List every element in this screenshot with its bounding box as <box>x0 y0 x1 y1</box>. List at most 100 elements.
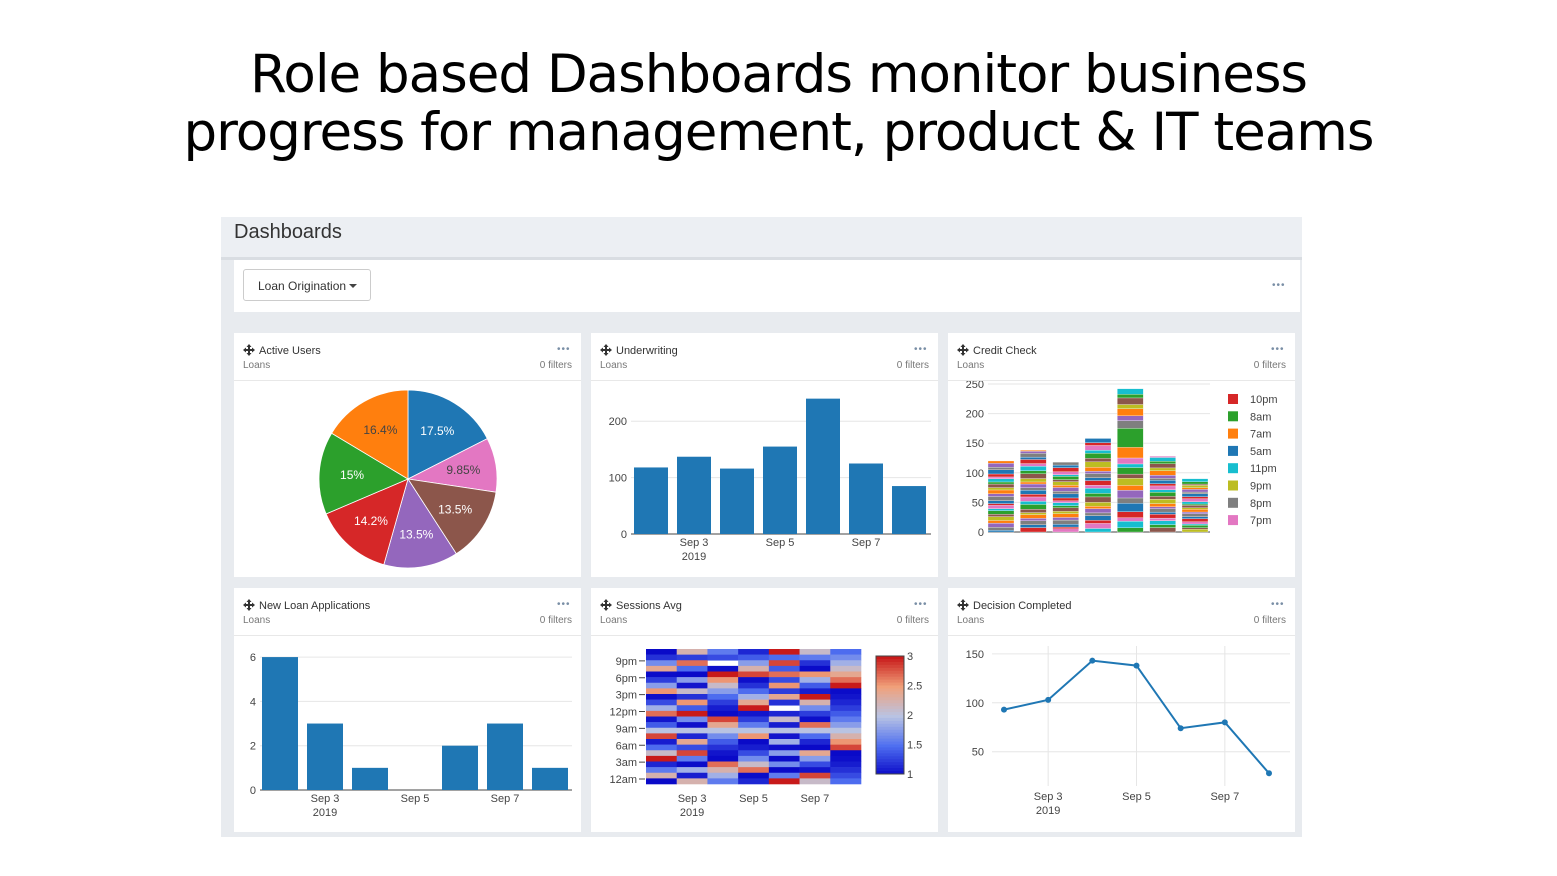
y-tick-label: 100 <box>609 473 627 485</box>
heatmap-cell <box>738 722 770 729</box>
panel-filters[interactable]: 0 filters <box>896 615 929 626</box>
colorbar-band <box>876 658 904 663</box>
panel-header: Active Users Loans 0 filters ••• <box>234 333 581 381</box>
colorbar-band <box>876 715 904 719</box>
line-chart: 50 100 150 Sep 3 2019 Sep 5 Sep 7 <box>966 646 1290 817</box>
heatmap-cell <box>707 677 739 684</box>
stacked-bar-segment <box>1020 456 1047 460</box>
heatmap-cell <box>768 761 800 768</box>
heatmap-cell <box>830 722 862 729</box>
panel-filters[interactable]: 0 filters <box>896 360 929 371</box>
stacked-bar-segment <box>1117 511 1144 518</box>
stacked-bar-segment <box>1020 512 1047 515</box>
heatmap-cell <box>830 739 862 745</box>
colorbar-band <box>876 726 904 731</box>
stacked-bar-segment <box>987 478 1015 483</box>
heatmap-cell <box>707 755 739 762</box>
move-icon[interactable] <box>600 344 612 356</box>
heatmap-cell <box>768 699 800 706</box>
move-icon[interactable] <box>957 599 969 611</box>
stacked-bar-segment <box>1149 496 1176 500</box>
stacked-bar-segment <box>1020 483 1047 488</box>
stacked-bar-segment <box>987 483 1015 488</box>
colorbar-band <box>876 771 904 775</box>
heatmap-cell <box>646 682 678 689</box>
more-horizontal-icon[interactable]: ••• <box>1271 599 1285 610</box>
stacked-bar-segment <box>1084 461 1112 468</box>
pie-slice <box>318 432 409 515</box>
move-icon[interactable] <box>600 599 612 611</box>
stacked-bar-segment <box>1052 513 1079 518</box>
panel-filters[interactable]: 0 filters <box>539 615 572 626</box>
stacked-bar-segment <box>1052 505 1079 508</box>
pie-slice-label: 13.5% <box>399 527 433 541</box>
more-horizontal-icon[interactable]: ••• <box>557 344 571 355</box>
stacked-bar-segment <box>1084 508 1112 514</box>
stacked-bar-segment <box>1117 503 1144 512</box>
colorbar-band <box>876 703 904 707</box>
heatmap-cell <box>646 688 678 695</box>
panel-filters[interactable]: 0 filters <box>539 360 572 371</box>
heatmap-cell <box>646 727 678 734</box>
move-icon[interactable] <box>957 344 969 356</box>
stacked-bar-segment <box>1084 512 1112 516</box>
colorbar-band <box>876 765 904 769</box>
stacked-bar-segment <box>1117 404 1144 409</box>
bar <box>763 446 797 534</box>
bar <box>307 723 343 790</box>
stacked-bar-segment <box>1117 408 1144 416</box>
move-icon[interactable] <box>243 344 255 356</box>
more-horizontal-icon[interactable]: ••• <box>914 599 928 610</box>
panel-filters[interactable]: 0 filters <box>1253 615 1286 626</box>
heatmap-cell <box>830 682 862 689</box>
stacked-bar-segment <box>1084 445 1112 451</box>
dashboard-select[interactable]: Loan Origination <box>243 269 371 301</box>
stacked-bar-segment <box>987 510 1015 515</box>
more-horizontal-icon[interactable]: ••• <box>1272 280 1286 291</box>
panel-filters[interactable]: 0 filters <box>1253 360 1286 371</box>
y-tick-label: 150 <box>966 438 984 450</box>
heatmap-cell <box>830 744 862 751</box>
heatmap-cell <box>768 733 800 740</box>
stacked-bar-segment <box>1052 519 1079 525</box>
panel-subtitle: Loans <box>600 615 628 626</box>
heatmap-cell <box>768 665 800 672</box>
heatmap-cell <box>676 722 708 729</box>
heatmap-cell <box>646 733 678 740</box>
heatmap-cell <box>799 744 831 751</box>
heatmap-cell <box>799 694 831 700</box>
more-horizontal-icon[interactable]: ••• <box>914 344 928 355</box>
stacked-bar-segment <box>1117 428 1144 448</box>
heatmap-cell <box>676 716 708 723</box>
stacked-bar-segment <box>1084 458 1112 462</box>
stacked-bar-segment <box>1181 525 1209 528</box>
stacked-bar-segment <box>1181 496 1209 499</box>
stacked-bar-segment <box>1149 508 1176 513</box>
colorbar-band <box>876 768 904 772</box>
more-horizontal-icon[interactable]: ••• <box>1271 344 1285 355</box>
stacked-bar-segment <box>1052 461 1079 466</box>
x-tick-label: Sep 7 <box>491 793 520 805</box>
stacked-bar-segment <box>1020 527 1047 533</box>
more-horizontal-icon[interactable]: ••• <box>557 599 571 610</box>
heatmap-cell <box>799 699 831 706</box>
stacked-bar-segment <box>1117 457 1144 465</box>
heatmap-cell <box>646 722 678 729</box>
stacked-bar-segment <box>1020 514 1047 519</box>
heatmap-cell <box>707 722 739 729</box>
heatmap-cell <box>676 688 708 695</box>
stacked-bar-segment <box>1117 463 1144 468</box>
stacked-bar-segment <box>1020 473 1047 479</box>
bar <box>442 745 478 790</box>
pie-chart: 17.5% 9.85% 13.5% 13.5% 14.2% 15% 16.4% <box>318 389 498 569</box>
data-point <box>1045 696 1052 703</box>
heatmap-cell <box>799 739 831 745</box>
stacked-bar-segment <box>1117 497 1144 504</box>
heatmap-cell <box>676 727 708 734</box>
move-icon[interactable] <box>243 599 255 611</box>
stacked-bar-segment <box>1020 518 1047 521</box>
panel-title: Sessions Avg <box>616 600 682 612</box>
heatmap-cell <box>707 750 739 757</box>
stacked-bar-segment <box>1149 524 1176 528</box>
panel-header: Underwriting Loans 0 filters ••• <box>591 333 938 381</box>
